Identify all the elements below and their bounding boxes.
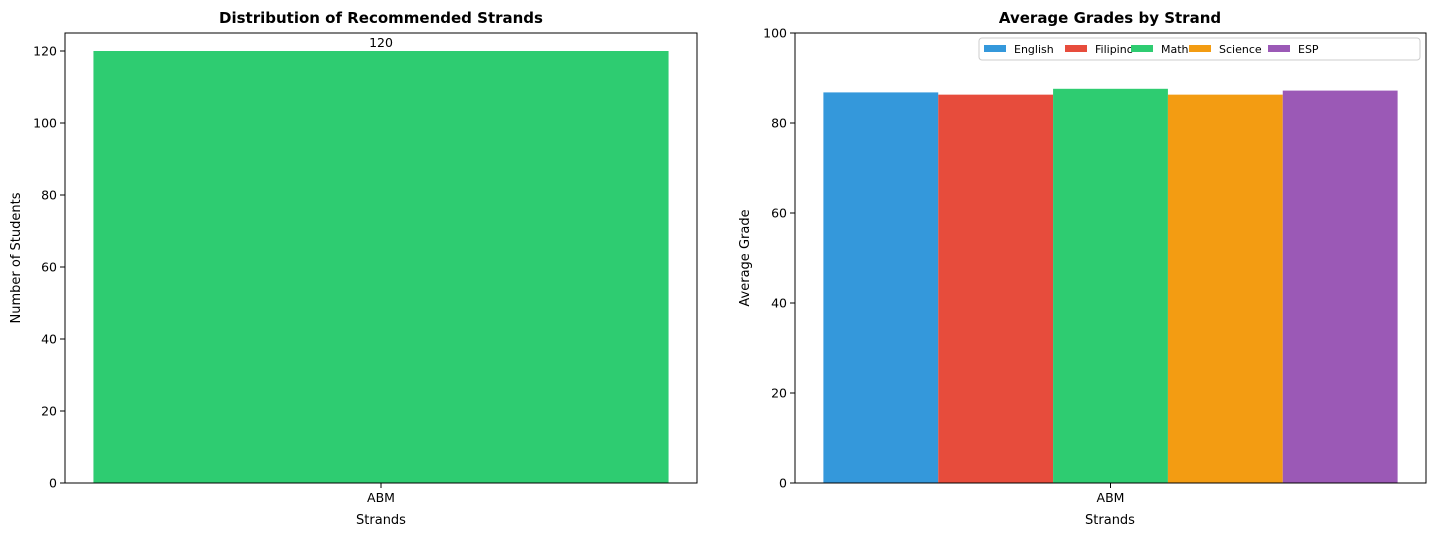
bar-abm [93, 51, 669, 483]
bar-math [1053, 88, 1168, 484]
legend-label: Math [1161, 43, 1189, 56]
chart2-axes-frame [794, 32, 1427, 484]
y-tick-label: 60 [771, 206, 787, 221]
legend-label: Filipino [1095, 43, 1134, 56]
chart2-legend: English Filipino Math Science ESP [978, 37, 1421, 61]
legend-swatch [1189, 45, 1211, 52]
legend-swatch [1131, 45, 1153, 52]
y-tick-label: 0 [779, 476, 787, 491]
y-tick-label: 40 [41, 332, 57, 347]
chart2-ylabel: Average Grade [738, 209, 753, 306]
y-tick-label: 40 [771, 296, 787, 311]
y-tick-label: 80 [41, 188, 57, 203]
y-tick-label: 60 [41, 260, 57, 275]
x-tick-label: ABM [367, 490, 395, 505]
x-tick-label: ABM [1097, 490, 1125, 505]
chart-average-grades: Average Grades by Strand 0 20 40 60 80 100 AB… [738, 9, 1427, 528]
bar-filipino [938, 94, 1054, 484]
chart2-title: Average Grades by Strand [999, 9, 1221, 27]
y-tick-label: 120 [33, 44, 57, 59]
y-tick-label: 80 [771, 116, 787, 131]
legend-label: Science [1219, 43, 1262, 56]
y-tick-label: 0 [49, 476, 57, 491]
legend-swatch [1268, 45, 1290, 52]
chart1-title: Distribution of Recommended Strands [219, 9, 543, 27]
chart-recommended-strands: Distribution of Recommended Strands 120 … [9, 9, 698, 528]
legend-swatch [1065, 45, 1087, 52]
bar-english [823, 92, 939, 484]
chart1-ylabel: Number of Students [9, 192, 24, 323]
chart1-axes-frame [64, 32, 698, 484]
legend-label: English [1014, 43, 1054, 56]
legend-swatch [984, 45, 1006, 52]
y-tick-label: 100 [33, 116, 57, 131]
y-tick-label: 20 [771, 386, 787, 401]
legend-label: ESP [1298, 43, 1319, 56]
y-tick-label: 20 [41, 404, 57, 419]
chart2-xlabel: Strands [1085, 513, 1135, 528]
chart1-xlabel: Strands [356, 513, 406, 528]
y-tick-label: 100 [763, 26, 787, 41]
bar-esp [1282, 90, 1398, 483]
bar-science [1167, 94, 1283, 484]
bar-data-label: 120 [369, 35, 393, 50]
